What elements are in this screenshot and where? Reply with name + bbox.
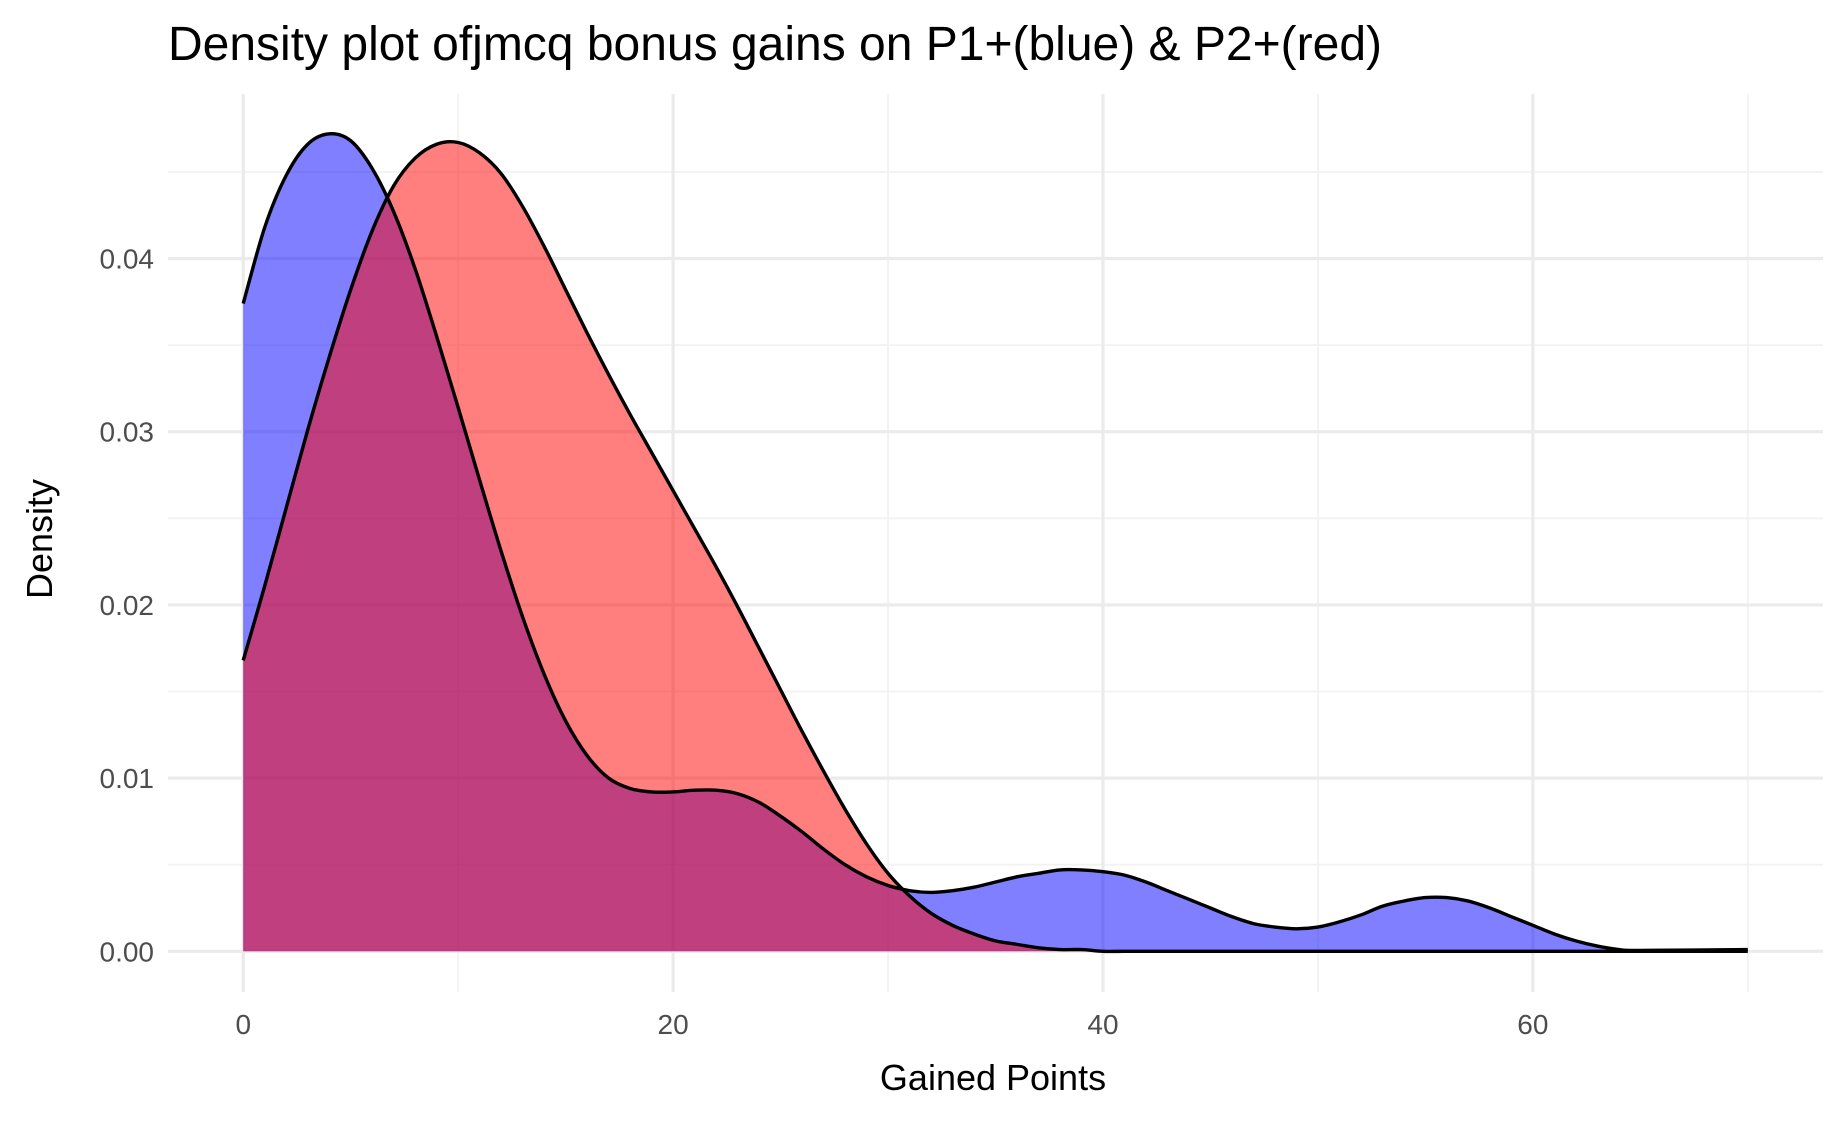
y-tick-label: 0.04: [100, 244, 155, 275]
y-tick-label: 0.00: [100, 936, 155, 967]
x-axis-title: Gained Points: [880, 1057, 1106, 1098]
y-tick-label: 0.02: [100, 590, 155, 621]
chart-title: Density plot ofjmcq bonus gains on P1+(b…: [168, 18, 1382, 71]
y-tick-label: 0.01: [100, 763, 155, 794]
y-axis-ticks: 0.00 0.01 0.02 0.03 0.04: [100, 244, 155, 968]
density-line-p2: [241, 140, 1748, 954]
x-tick-label: 0: [235, 1009, 251, 1040]
series-areas: [241, 132, 1748, 954]
x-tick-label: 20: [658, 1009, 689, 1040]
x-tick-label: 60: [1517, 1009, 1548, 1040]
density-area-p2: [243, 141, 1748, 952]
y-axis-title: Density: [19, 479, 60, 599]
x-tick-label: 40: [1087, 1009, 1118, 1040]
density-line-p1: [241, 132, 1748, 953]
y-tick-label: 0.03: [100, 417, 155, 448]
x-axis-ticks: 0 20 40 60: [235, 1009, 1548, 1040]
